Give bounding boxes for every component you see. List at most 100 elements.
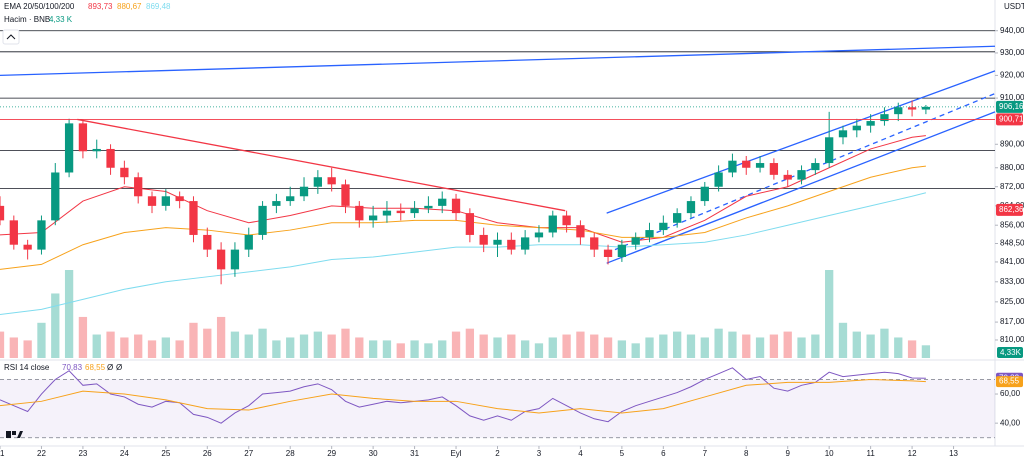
- x-tick-label: 11: [866, 449, 875, 458]
- trendline: [606, 111, 996, 264]
- candle-body: [548, 215, 557, 233]
- y-tick-label: 841,00: [1000, 257, 1024, 266]
- candle-body: [299, 186, 309, 197]
- volume-bar: [728, 331, 737, 358]
- candle-body: [534, 232, 544, 238]
- x-tick-label: 13: [949, 449, 958, 458]
- volume-value: 4,33 K: [49, 15, 73, 24]
- candle-body: [659, 222, 668, 231]
- candle-body: [355, 205, 364, 221]
- y-tick-label: 872,00: [1000, 182, 1024, 191]
- collapse-icon: [6, 34, 16, 40]
- volume-bar: [64, 270, 74, 358]
- volume-bar: [189, 322, 198, 358]
- candle-body: [838, 130, 848, 138]
- candle-body: [507, 239, 516, 250]
- volume-bar: [811, 334, 820, 358]
- volume-bar: [562, 334, 571, 358]
- volume-bar: [907, 340, 917, 358]
- volume-bar: [216, 316, 226, 358]
- x-tick-label: 25: [161, 449, 170, 458]
- x-tick-label: 3: [537, 449, 542, 458]
- candle-body: [410, 208, 419, 214]
- volume-bar: [0, 331, 5, 358]
- trendline: [0, 45, 996, 77]
- candle-body: [382, 210, 392, 216]
- x-tick-label: 8: [744, 449, 749, 458]
- candle-body: [286, 196, 295, 202]
- x-tick-label: Eyl: [450, 449, 461, 458]
- volume-bar: [147, 340, 157, 358]
- volume-bar: [783, 331, 792, 358]
- candle-body: [479, 234, 488, 245]
- candle-body: [576, 225, 585, 238]
- candle-body: [51, 172, 60, 221]
- volume-bar: [9, 337, 18, 358]
- rsi-line: [0, 367, 926, 424]
- volume-bar: [700, 337, 709, 358]
- collapse-button[interactable]: [2, 29, 20, 45]
- volume-bar: [880, 328, 889, 358]
- candle-body: [189, 201, 198, 235]
- x-tick-label: 23: [78, 449, 87, 458]
- x-tick-label: 28: [286, 449, 295, 458]
- candle-body: [811, 163, 820, 171]
- candle-body: [825, 137, 834, 164]
- candle-body: [700, 186, 709, 202]
- candle-body: [175, 196, 184, 202]
- volume-bar: [548, 337, 557, 358]
- candle-body: [258, 205, 267, 235]
- ema-line: [0, 135, 926, 243]
- candle-body: [866, 121, 875, 126]
- volume-bar: [230, 331, 240, 358]
- x-tick-label: 10: [825, 449, 834, 458]
- x-tick-label: 2: [495, 449, 500, 458]
- candle-body: [37, 220, 46, 250]
- y-tick-label: 930,00: [1000, 48, 1024, 57]
- candle-body: [728, 160, 737, 173]
- y-tick-label: 60,00: [1000, 389, 1021, 398]
- rsi-tag: 68,55: [999, 377, 1020, 386]
- volume-bar: [424, 343, 433, 358]
- volume-bar: [120, 337, 129, 358]
- candle-body: [23, 244, 32, 250]
- volume-bar: [673, 331, 682, 358]
- y-tick-label: 848,50: [1000, 239, 1024, 248]
- x-tick-label: 30: [369, 449, 378, 458]
- candle-body: [0, 205, 5, 221]
- x-tick-label: 24: [120, 449, 129, 458]
- candle-body: [327, 177, 336, 185]
- y-tick-label: 810,00: [1000, 335, 1024, 344]
- volume-bar: [825, 270, 834, 358]
- volume-bar: [258, 328, 267, 358]
- candle-body: [230, 249, 240, 270]
- x-tick-label: 9: [785, 449, 790, 458]
- trendline: [606, 70, 996, 214]
- rsi-legend-value: 68,55: [85, 363, 106, 372]
- y-tick-label: 40,00: [1000, 418, 1021, 427]
- price-tag: 862,36: [999, 205, 1024, 214]
- volume-bar: [272, 340, 281, 358]
- candle-body: [907, 107, 917, 110]
- volume-bar: [37, 322, 46, 358]
- candle-body: [451, 198, 461, 214]
- volume-bar: [520, 340, 530, 358]
- price-tag: 900,71: [999, 115, 1024, 124]
- volume-bar: [244, 334, 253, 358]
- logo: [6, 431, 23, 438]
- volume-bar: [175, 340, 184, 358]
- rsi-marker: Ø: [107, 363, 113, 372]
- candle-body: [64, 123, 74, 173]
- y-tick-label: 880,00: [1000, 163, 1024, 172]
- y-tick-label: 856,00: [1000, 220, 1024, 229]
- candle-body: [590, 237, 599, 250]
- price-tag: 906,16: [999, 102, 1024, 111]
- x-tick-label: 27: [244, 449, 253, 458]
- candle-body: [465, 213, 475, 235]
- ema-legend-value: 893,73: [88, 2, 113, 11]
- candle-body: [272, 201, 281, 206]
- x-tick-label: 29: [327, 449, 336, 458]
- volume-bar: [410, 340, 419, 358]
- rsi-legend-value: 70,83: [62, 363, 83, 372]
